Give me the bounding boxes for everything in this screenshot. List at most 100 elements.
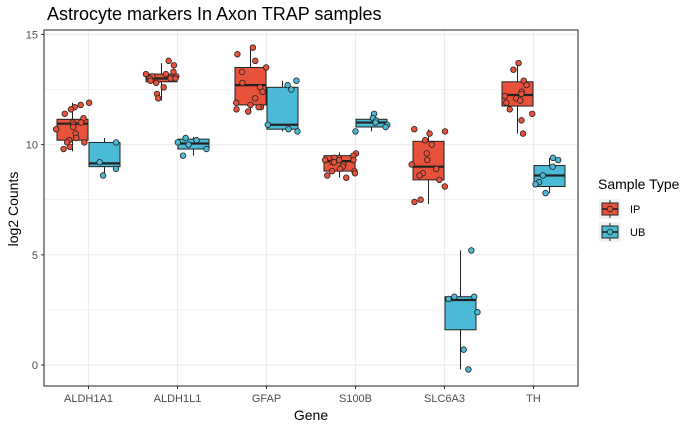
data-point-ub: [293, 77, 300, 84]
data-point-ip: [234, 51, 241, 58]
data-point-ip: [424, 156, 431, 164]
data-point-ip: [330, 159, 338, 166]
data-point-ip: [252, 95, 259, 102]
legend-key-point: [606, 205, 614, 213]
chart-title: Astrocyte markers In Axon TRAP samples: [47, 4, 381, 24]
data-point-ip: [519, 130, 527, 137]
data-point-ip: [233, 106, 240, 113]
data-point-ip: [61, 110, 68, 117]
data-points: [52, 44, 562, 373]
data-point-ip: [52, 125, 60, 133]
data-point-ip: [172, 75, 179, 82]
data-point-ip: [81, 139, 88, 146]
y-axis-title: log2 Counts: [5, 172, 21, 247]
legend-label-ip: IP: [630, 204, 640, 216]
data-point-ip: [259, 88, 266, 95]
data-point-ip: [249, 44, 257, 51]
data-point-ip: [428, 141, 436, 148]
data-point-ip: [160, 84, 167, 91]
data-point-ip: [421, 137, 429, 144]
data-point-ip: [501, 92, 509, 100]
y-tick-label: 10: [26, 140, 38, 152]
data-point-ip: [416, 172, 423, 179]
x-tick-label: GFAP: [252, 393, 281, 405]
legend-key-point: [606, 228, 614, 236]
data-point-ip: [245, 108, 252, 115]
x-tick-label: TH: [526, 393, 541, 405]
data-point-ub: [555, 156, 562, 164]
data-point-ub: [468, 247, 475, 254]
data-point-ip: [506, 106, 513, 113]
x-tick-label: SLC6A3: [424, 393, 465, 405]
box-ub: [266, 86, 299, 130]
data-point-ip: [411, 198, 418, 206]
data-point-ub: [532, 181, 539, 188]
panel-frame: [43, 29, 579, 387]
data-point-ip: [239, 79, 246, 87]
legend-title: Sample Type: [598, 176, 680, 192]
data-point-ip: [247, 101, 254, 109]
data-point-ip: [336, 165, 344, 173]
data-point-ip: [350, 156, 357, 164]
data-point-ip: [503, 99, 510, 106]
data-point-ip: [518, 117, 525, 124]
data-point-ub: [465, 366, 472, 373]
data-point-ip: [77, 119, 85, 126]
data-point-ip: [162, 70, 170, 78]
data-point-ip: [523, 81, 530, 89]
data-point-ub: [99, 172, 107, 179]
data-point-ip: [67, 106, 75, 113]
data-point-ip: [170, 62, 178, 69]
legend: Sample Type IP UB: [598, 176, 680, 242]
data-point-ip: [142, 70, 150, 78]
data-point-ub: [112, 165, 120, 173]
plot-panel: [44, 30, 578, 386]
data-point-ub: [549, 154, 557, 162]
data-point-ip: [518, 90, 525, 98]
data-point-ub: [284, 81, 291, 89]
legend-label-ub: UB: [630, 227, 645, 239]
data-point-ip: [441, 128, 449, 135]
data-point-ip: [165, 57, 172, 65]
data-point-ub: [288, 86, 295, 93]
data-point-ip: [60, 145, 67, 153]
data-point-ub: [470, 293, 478, 300]
data-point-ip: [152, 79, 160, 87]
x-axis-title: Gene: [294, 407, 328, 423]
data-point-ip: [238, 68, 246, 76]
data-point-ip: [233, 99, 240, 106]
data-point-ub: [352, 128, 359, 135]
data-point-ip: [529, 110, 536, 117]
y-tick-label: 5: [32, 250, 38, 262]
data-point-ip: [77, 101, 84, 109]
data-point-ip: [155, 95, 162, 102]
data-point-ip: [408, 161, 415, 168]
data-point-ip: [343, 174, 350, 181]
data-point-ip: [63, 139, 71, 146]
data-point-ub: [445, 295, 452, 303]
x-tick-label: S100B: [339, 393, 372, 405]
data-point-ip: [510, 66, 517, 73]
data-point-ip: [321, 156, 329, 164]
data-point-ub: [460, 346, 467, 353]
data-point-ub: [174, 139, 182, 146]
data-point-ub: [372, 119, 379, 126]
data-point-ip: [520, 77, 527, 84]
y-tick-label: 0: [32, 360, 38, 372]
data-point-ip: [426, 130, 433, 137]
data-point-ub: [182, 134, 189, 142]
data-point-ub: [179, 152, 187, 159]
data-point-ip: [411, 125, 418, 133]
data-point-ub: [451, 293, 458, 300]
data-point-ip: [252, 57, 259, 65]
data-point-ub: [285, 125, 292, 133]
data-point-ip: [517, 97, 524, 104]
y-tick-label: 15: [26, 29, 38, 41]
data-point-ip: [417, 196, 424, 203]
data-point-ip: [170, 68, 177, 76]
x-axis: ALDH1A1 ALDH1L1 GFAP S100B SLC6A3 TH: [64, 386, 541, 405]
x-tick-label: ALDH1A1: [64, 393, 113, 405]
data-point-ip: [255, 103, 262, 111]
data-point-ub: [193, 137, 200, 144]
data-point-ip: [441, 183, 449, 190]
